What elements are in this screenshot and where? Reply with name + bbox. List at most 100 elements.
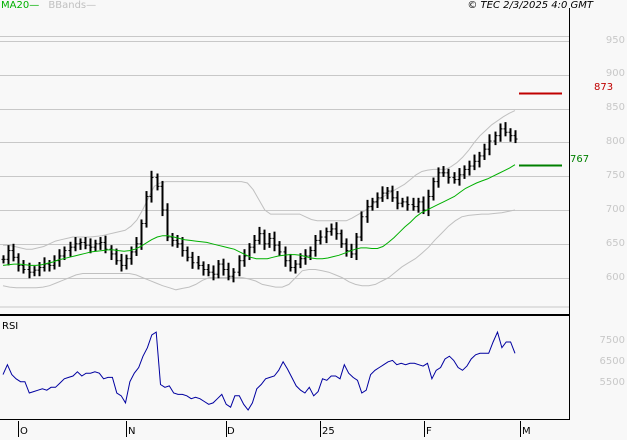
copyright-timestamp: © TEC 2/3/2025 4:0 GMT [467, 0, 593, 11]
ohlc-bar [359, 211, 364, 242]
ohlc-bar [498, 123, 503, 142]
ohlc-bar [78, 238, 83, 250]
ohlc-bar [411, 197, 416, 211]
ohlc-bar [482, 143, 487, 160]
bbands-upper-line [3, 110, 516, 250]
ohlc-bar [196, 255, 201, 270]
ohlc-bar [329, 223, 334, 236]
ohlc-bar [37, 262, 42, 277]
ohlc-bar [201, 261, 206, 276]
ohlc-bar [88, 238, 93, 254]
ohlc-bar [462, 165, 467, 179]
ohlc-bar [124, 254, 129, 270]
ohlc-bar [477, 151, 482, 168]
ohlc-bar [206, 264, 211, 277]
ohlc-bar [6, 245, 11, 266]
ohlc-bar [11, 243, 16, 262]
price-bars [1, 122, 518, 283]
ohlc-bar [93, 239, 98, 252]
ohlc-bar [73, 237, 78, 252]
ohlc-bar [365, 199, 370, 223]
price-axis-label: 800 [605, 136, 625, 147]
ohlc-bar [508, 128, 513, 142]
x-axis-ticks [18, 421, 521, 437]
ohlc-bar [390, 185, 395, 202]
ohlc-bar [339, 229, 344, 248]
ohlc-bar [513, 130, 518, 144]
legend-bbands: BBands— [48, 0, 96, 11]
ohlc-bar [32, 266, 37, 277]
ohlc-bar [175, 235, 180, 248]
ohlc-bar [237, 255, 242, 277]
ohlc-bar [165, 203, 170, 242]
ohlc-bar [272, 231, 277, 252]
ohlc-bar [109, 245, 114, 261]
legend-bbands-swatch: — [86, 0, 97, 11]
price-axis-label: 650 [605, 238, 625, 249]
resistance-level-label: 873 [594, 82, 614, 93]
support-level-label: 767 [570, 154, 590, 165]
ohlc-bar [16, 253, 21, 272]
ohlc-bar [21, 260, 26, 274]
ohlc-bar [370, 197, 375, 211]
ohlc-bar [231, 268, 236, 283]
ohlc-bar [47, 260, 52, 272]
chart-legend: MA20— BBands— [1, 0, 96, 12]
ohlc-bar [114, 248, 119, 265]
ohlc-bar [344, 238, 349, 257]
ohlc-bar [446, 168, 451, 184]
ohlc-bar [277, 241, 282, 256]
x-axis-label-dec: D [227, 426, 235, 437]
ohlc-bar [441, 166, 446, 177]
ohlc-bar [83, 237, 88, 250]
rsi-axis-label: 6500 [599, 356, 625, 367]
ohlc-bar [436, 167, 441, 188]
x-axis-label-feb: F [426, 426, 432, 437]
ohlc-bar [257, 226, 262, 245]
ohlc-bar [487, 134, 492, 156]
ohlc-bar [416, 197, 421, 213]
rsi-panel-title: RSI [2, 321, 19, 332]
ohlc-bar [62, 246, 67, 261]
x-axis-label-oct: O [20, 426, 28, 437]
ohlc-bar [262, 229, 267, 250]
rsi-axis-label: 7500 [599, 335, 625, 346]
ohlc-bar [380, 186, 385, 202]
ohlc-bar [242, 249, 247, 267]
ohlc-bar [426, 189, 431, 217]
ohlc-bar [216, 260, 221, 279]
ohlc-bar [267, 232, 272, 248]
ohlc-bar [68, 241, 73, 257]
ohlc-bar [134, 237, 139, 256]
rsi-axis-label: 5500 [599, 377, 625, 388]
ohlc-bar [283, 246, 288, 267]
x-axis-label-mar: M [522, 426, 531, 437]
ohlc-bar [226, 262, 231, 281]
ohlc-bar [1, 255, 6, 264]
price-axis-label: 900 [605, 68, 625, 79]
legend-ma20: MA20— [1, 0, 39, 11]
legend-ma20-label: MA20 [1, 0, 30, 11]
ohlc-bar [221, 258, 226, 276]
ohlc-bar [155, 173, 160, 191]
ma20-line [2, 164, 516, 266]
ohlc-bar [405, 196, 410, 211]
x-axis-label-2025: 25 [322, 426, 335, 437]
ohlc-bar [185, 246, 190, 262]
ohlc-bar [160, 180, 165, 217]
price-axis-label: 600 [605, 272, 625, 283]
ohlc-bar [313, 235, 318, 257]
ohlc-bar [318, 230, 323, 245]
ohlc-bar [395, 191, 400, 210]
price-axis-label: 850 [605, 102, 625, 113]
ohlc-bar [190, 251, 195, 269]
ohlc-bar [400, 197, 405, 208]
ohlc-bar [129, 246, 134, 265]
ohlc-bar [385, 187, 390, 200]
ohlc-bar [334, 222, 339, 240]
ohlc-bar [288, 253, 293, 272]
rsi-line [2, 330, 516, 411]
bbands-lower-line [2, 209, 516, 291]
ohlc-bar [180, 237, 185, 257]
